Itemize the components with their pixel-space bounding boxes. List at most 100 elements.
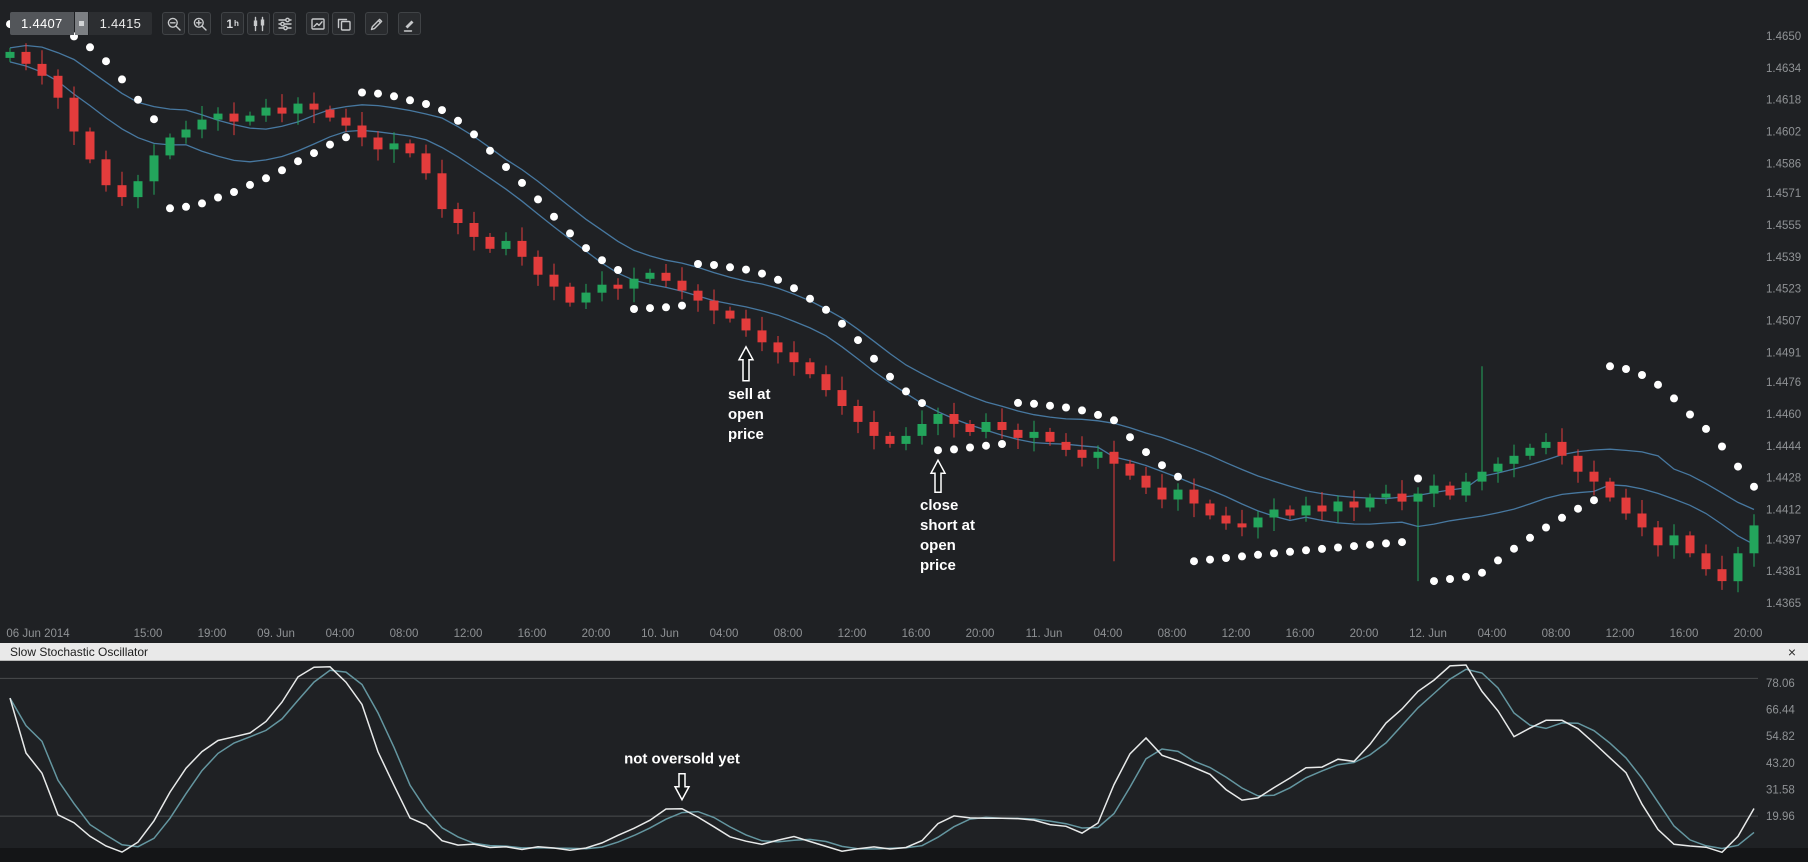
psar-dot xyxy=(294,157,302,166)
price-tick-label: 1.4650 xyxy=(1766,31,1801,43)
candle-body xyxy=(1429,485,1439,494)
candle-body xyxy=(1285,509,1295,516)
candle-body xyxy=(341,117,351,126)
price-tick-label: 1.4491 xyxy=(1766,347,1801,359)
oscillator-panel-header: Slow Stochastic Oscillator × xyxy=(0,643,1808,661)
price-tick-label: 1.4460 xyxy=(1766,409,1801,421)
candle-body xyxy=(773,342,783,353)
psar-dot xyxy=(806,294,814,303)
edit-group xyxy=(365,12,389,35)
time-tick-label: 16:00 xyxy=(518,628,547,640)
candle-body xyxy=(1413,493,1423,502)
bid-price[interactable]: 1.4407 xyxy=(10,12,74,35)
candle-body xyxy=(885,435,895,444)
psar-dot xyxy=(1702,424,1710,433)
candle-body xyxy=(757,330,767,343)
psar-dot xyxy=(1254,550,1262,559)
psar-dot xyxy=(198,199,206,208)
candle-body xyxy=(245,115,255,122)
candle-body xyxy=(5,51,15,58)
psar-dot xyxy=(886,372,894,381)
zoom-out-icon xyxy=(167,17,181,31)
candle-body xyxy=(1077,449,1087,458)
stoch-tick-label: 78.06 xyxy=(1766,678,1795,690)
candle-body xyxy=(1317,505,1327,512)
time-tick-label: 16:00 xyxy=(1286,628,1315,640)
stoch-tick-label: 31.58 xyxy=(1766,785,1795,797)
zoom-out-button[interactable] xyxy=(162,12,186,35)
psar-dot xyxy=(1542,523,1550,532)
chart-type-button[interactable] xyxy=(247,12,271,35)
candle-body xyxy=(133,181,143,198)
candle-body xyxy=(565,286,575,303)
psar-dot xyxy=(1158,461,1166,470)
annotation-arrow xyxy=(737,345,755,382)
psar-dot xyxy=(390,92,398,101)
psar-dot xyxy=(1638,371,1646,379)
psar-dot xyxy=(150,115,158,124)
candle-body xyxy=(1557,441,1567,456)
candle-body xyxy=(69,97,79,132)
annotation-text: sell at xyxy=(728,386,771,403)
price-tick-label: 1.4634 xyxy=(1766,63,1802,75)
psar-dot xyxy=(1126,433,1134,442)
candle-body xyxy=(629,278,639,289)
oscillator-axis[interactable] xyxy=(1758,661,1808,862)
annotation-text: not oversold yet xyxy=(624,751,740,768)
indicators-button[interactable] xyxy=(273,12,297,35)
stoch-tick-label: 54.82 xyxy=(1766,731,1795,743)
oscillator-close-button[interactable]: × xyxy=(1787,643,1796,660)
time-tick-label: 12:00 xyxy=(1606,628,1635,640)
candle-body xyxy=(1733,553,1743,582)
psar-dot xyxy=(742,265,750,274)
price-tick-label: 1.4586 xyxy=(1766,158,1801,170)
zoom-in-button[interactable] xyxy=(188,12,212,35)
depth-icon[interactable] xyxy=(74,12,88,35)
psar-dot xyxy=(1414,474,1422,483)
candle-body xyxy=(1301,505,1311,516)
psar-dot xyxy=(342,133,350,142)
time-tick-label: 08:00 xyxy=(1542,628,1571,640)
candle-body xyxy=(325,109,335,118)
candle-body xyxy=(1141,475,1151,488)
psar-dot xyxy=(534,195,542,204)
price-tick-label: 1.4412 xyxy=(1766,505,1801,517)
marker-button[interactable] xyxy=(398,12,422,35)
candle-body xyxy=(165,137,175,156)
psar-dot xyxy=(1654,380,1662,389)
candle-body xyxy=(1525,447,1535,456)
oscillator-title: Slow Stochastic Oscillator xyxy=(10,644,149,659)
time-axis[interactable] xyxy=(0,624,1758,643)
annotation-arrow xyxy=(673,772,691,802)
candle-body xyxy=(741,318,751,331)
stoch-tick-label: 66.44 xyxy=(1766,705,1795,717)
ask-price[interactable]: 1.4415 xyxy=(88,12,153,35)
psar-dot xyxy=(374,89,382,98)
psar-dot xyxy=(1318,544,1326,553)
candle-body xyxy=(405,143,415,154)
candle-body xyxy=(1573,455,1583,472)
candle-body xyxy=(1685,535,1695,554)
psar-dot xyxy=(326,140,334,149)
time-tick-label: 08:00 xyxy=(774,628,803,640)
candle-body xyxy=(485,236,495,249)
psar-dot xyxy=(870,354,878,363)
psar-dot xyxy=(1446,575,1454,583)
psar-dot xyxy=(262,174,270,183)
candle-body xyxy=(1061,441,1071,450)
price-tick-label: 1.4618 xyxy=(1766,95,1801,107)
psar-dot xyxy=(1222,554,1230,562)
price-axis[interactable] xyxy=(1758,0,1808,643)
duplicate-button[interactable] xyxy=(332,12,356,35)
edit-button[interactable] xyxy=(365,12,389,35)
candle-body xyxy=(197,119,207,130)
psar-dot xyxy=(1606,362,1614,371)
candle-body xyxy=(357,125,367,138)
pencil-icon xyxy=(370,18,382,30)
ma-low-line xyxy=(9,61,1755,545)
snapshot-button[interactable] xyxy=(306,12,330,35)
time-tick-label: 09. Jun xyxy=(257,628,295,640)
